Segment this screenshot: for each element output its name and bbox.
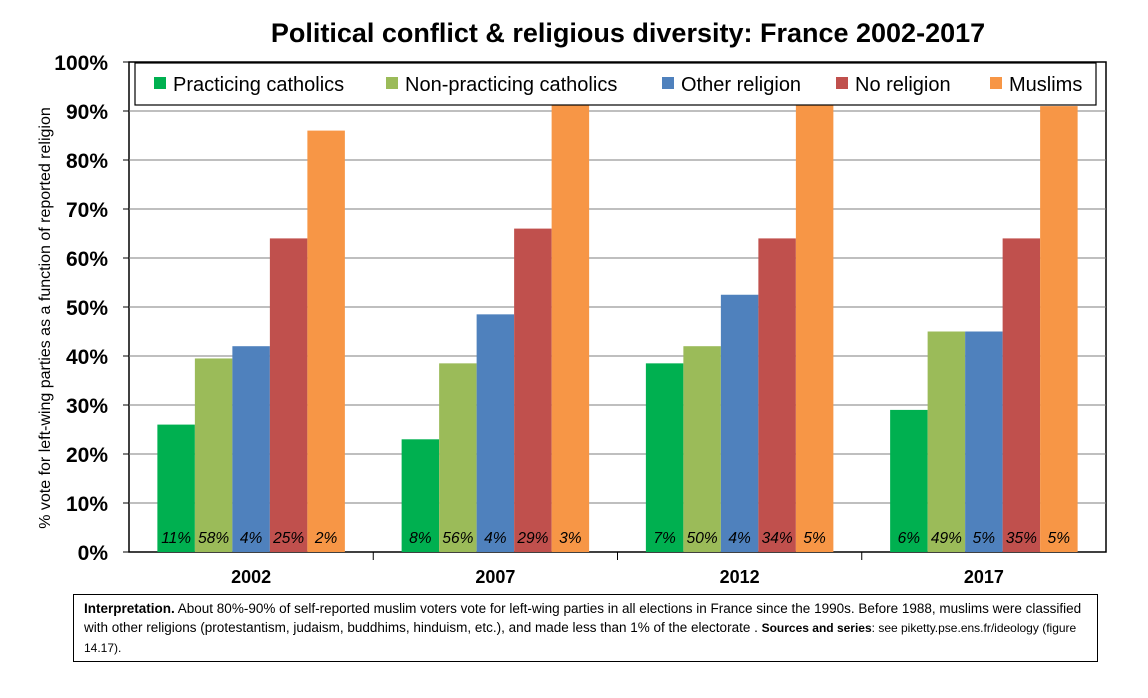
bar-label: 34% bbox=[762, 530, 793, 547]
bar-label: 29% bbox=[516, 530, 548, 547]
bar-label: 35% bbox=[1006, 530, 1037, 547]
bar-label: 50% bbox=[687, 530, 718, 547]
bar-label: 58% bbox=[198, 530, 229, 547]
bar bbox=[307, 130, 345, 552]
bar-label: 4% bbox=[484, 530, 507, 547]
bar-label: 8% bbox=[409, 530, 432, 547]
bar bbox=[551, 88, 590, 552]
bar bbox=[269, 238, 308, 552]
bar-label: 2% bbox=[314, 530, 338, 547]
legend-swatch bbox=[662, 77, 674, 89]
bar-label: 5% bbox=[803, 530, 826, 547]
bar bbox=[476, 314, 515, 552]
legend-label: Other religion bbox=[681, 74, 801, 96]
bar-label: 5% bbox=[1048, 530, 1071, 547]
bar-labels-group: 11% 58% 4% 25% 2% 8% 56% 4% 29% 3% 7% 50% 4% 34% 5% 6% 4… bbox=[161, 530, 1070, 547]
bar bbox=[720, 294, 759, 552]
bar-label: 11% bbox=[161, 530, 191, 547]
legend-swatch bbox=[386, 77, 398, 89]
y-tick-label: 100% bbox=[54, 52, 108, 75]
bar-label: 49% bbox=[931, 530, 962, 547]
note-lead: Interpretation. bbox=[84, 601, 175, 616]
legend-label: No religion bbox=[855, 74, 951, 96]
legend-label: Muslims bbox=[1009, 74, 1082, 96]
bar-label: 5% bbox=[973, 530, 996, 547]
bar bbox=[1002, 238, 1041, 552]
chart-title: Political conflict & religious diversity… bbox=[270, 18, 986, 48]
y-axis-label: % vote for left-wing parties as a functi… bbox=[37, 107, 54, 529]
bar-label: 7% bbox=[653, 530, 676, 547]
bar bbox=[232, 346, 270, 552]
y-tick-labels: 0% 10% 20% 30% 40% 50% 60% 70% 80% 90% 100% bbox=[54, 52, 108, 565]
note-text: About 80%-90% of self-reported muslim vo… bbox=[84, 601, 1082, 635]
legend-box bbox=[134, 62, 1097, 106]
bar bbox=[645, 363, 684, 552]
x-tick-labels: 2002 2007 2012 2017 bbox=[231, 567, 1004, 587]
bar bbox=[927, 331, 966, 552]
y-tick-label: 60% bbox=[66, 248, 108, 271]
bar-chart: 11% 58% 4% 25% 2% 8% 56% 4% 29% 3% 7% 50% 4% 34% 5% 6% 4… bbox=[37, 52, 1107, 587]
x-tick-label: 2002 bbox=[231, 567, 271, 587]
legend-label: Non-practicing catholics bbox=[405, 74, 617, 96]
sources-label: Sources and series bbox=[761, 621, 872, 635]
bar bbox=[1040, 106, 1078, 552]
bar bbox=[194, 358, 233, 552]
x-tick-label: 2012 bbox=[720, 567, 760, 587]
y-tick-label: 10% bbox=[66, 493, 108, 516]
legend-swatch bbox=[836, 77, 848, 89]
bar bbox=[157, 424, 195, 552]
bar bbox=[758, 238, 796, 552]
y-tick-label: 40% bbox=[66, 346, 108, 369]
y-tick-label: 80% bbox=[66, 150, 108, 173]
bar-label: 25% bbox=[272, 530, 304, 547]
y-tick-label: 50% bbox=[66, 297, 108, 320]
bar-label: 56% bbox=[442, 530, 473, 547]
bar bbox=[514, 228, 552, 552]
bar bbox=[965, 331, 1003, 552]
bar bbox=[890, 409, 928, 552]
x-tick-label: 2017 bbox=[964, 567, 1004, 587]
x-tick-label: 2007 bbox=[475, 567, 515, 587]
bars-group bbox=[157, 88, 1078, 553]
sources-text: : see piketty.pse.ens.fr/ideology (figur… bbox=[84, 621, 1077, 655]
legend: Practicing catholics Non-practicing catho… bbox=[134, 62, 1097, 106]
bar bbox=[401, 439, 440, 552]
legend-swatch bbox=[990, 77, 1002, 89]
bar-label: 3% bbox=[559, 530, 582, 547]
interpretation-note: Interpretation. About 80%-90% of self-re… bbox=[73, 594, 1098, 662]
bar-label: 4% bbox=[240, 530, 263, 547]
bar-label: 4% bbox=[728, 530, 751, 547]
bar bbox=[683, 346, 721, 552]
y-tick-label: 90% bbox=[66, 101, 108, 124]
y-tick-label: 0% bbox=[78, 542, 109, 565]
y-tick-label: 20% bbox=[66, 444, 108, 467]
bar bbox=[795, 103, 834, 553]
y-tick-label: 30% bbox=[66, 395, 108, 418]
legend-label: Practicing catholics bbox=[173, 74, 344, 96]
y-tick-label: 70% bbox=[66, 199, 108, 222]
bar-label: 6% bbox=[898, 530, 921, 547]
legend-swatch bbox=[154, 77, 166, 89]
bar bbox=[439, 363, 477, 552]
